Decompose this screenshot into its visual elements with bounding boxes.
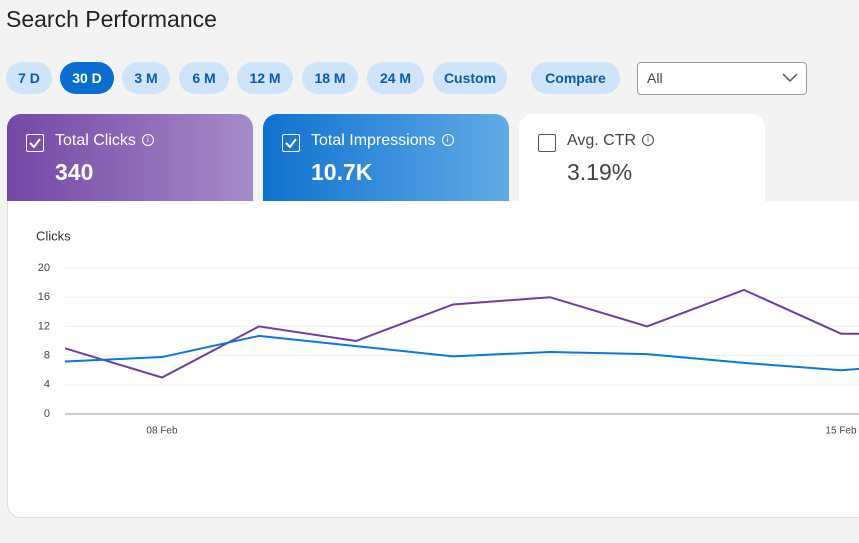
range-pill[interactable]: Custom [433,62,507,94]
info-icon: i [441,134,454,146]
info-icon: i [141,134,154,146]
chevron [782,73,798,83]
checkbox [538,134,556,152]
metric-value: 340 [55,159,94,185]
range-pill[interactable]: 30 D [60,62,114,94]
y-tick-label: 8 [44,350,50,362]
series-line [64,288,859,379]
metric-value: 10.7K [311,159,373,185]
metric-card[interactable]: Avg. CTR i 3.19% [519,114,765,206]
range-pill[interactable]: 18 M [302,62,358,94]
y-tick-label: 4 [44,379,50,391]
check [29,138,41,149]
y-tick-label: 16 [38,291,50,303]
range-pill[interactable]: 7 D [6,62,52,94]
y-tick-label: 20 [38,262,50,274]
range-pill[interactable]: 3 M [122,62,170,94]
x-tick-label: 15 Feb [825,426,857,437]
metric-card[interactable]: Total Clicks i 340 [7,114,253,206]
dropdown-value: All [647,70,663,86]
range-pill[interactable]: 24 M [367,62,424,94]
series-line [64,334,859,372]
page-title: Search Performance [6,6,217,32]
range-pill[interactable]: 12 M [237,62,293,94]
metric-card[interactable]: Total Impressions i 10.7K [263,114,509,206]
range-pill[interactable]: 6 M [179,62,229,94]
metric-label: Avg. CTR i [567,132,655,150]
checkbox [282,134,300,152]
y-tick-label: 0 [44,408,50,420]
info-icon: i [642,134,655,146]
compare-button[interactable]: Compare [531,62,620,94]
check [285,138,297,149]
y-tick-label: 12 [38,320,50,332]
metric-label: Total Impressions i [311,132,454,150]
dropdown[interactable]: All [637,62,807,95]
y-axis-label: Clicks [36,228,71,243]
metric-value: 3.19% [567,159,633,185]
checkbox [26,134,44,152]
metric-label: Total Clicks i [55,132,154,150]
x-tick-label: 08 Feb [146,426,178,437]
